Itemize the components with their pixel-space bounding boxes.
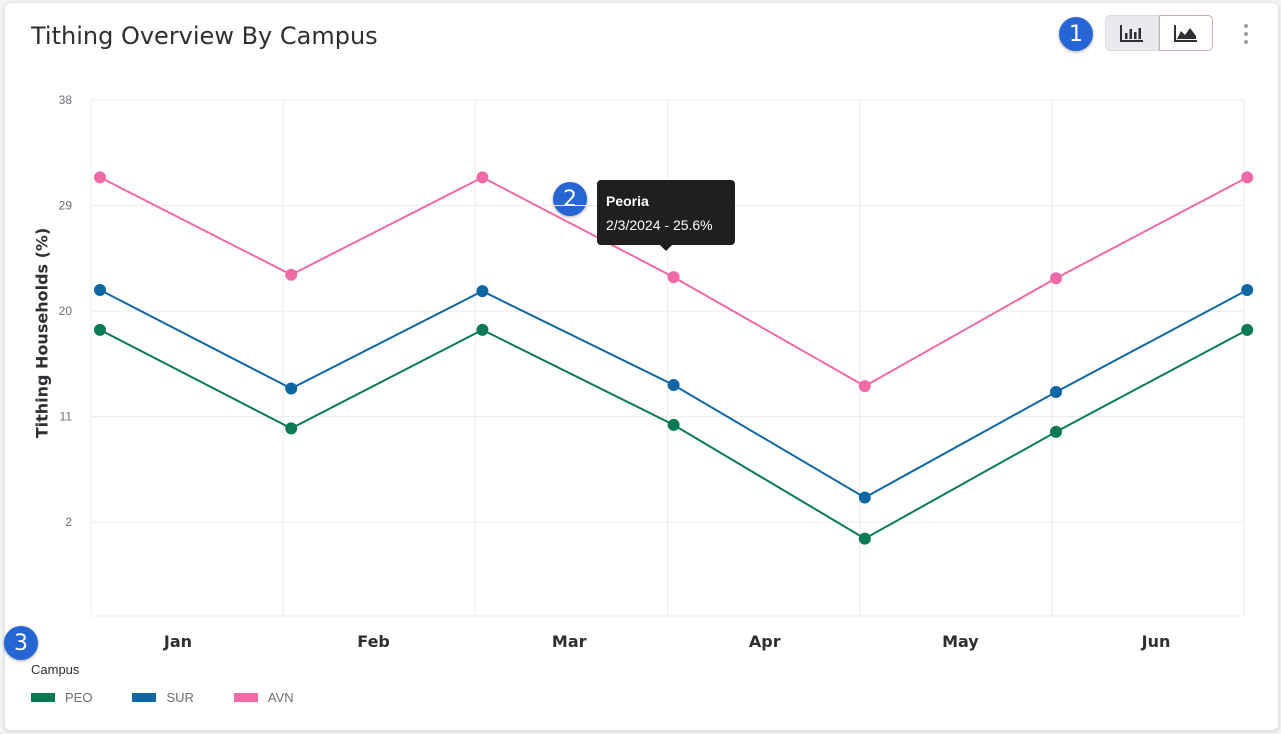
x-tick-label: Feb — [357, 632, 390, 651]
data-point-avn — [476, 171, 489, 184]
data-point-sur — [476, 285, 489, 298]
data-point-avn — [667, 271, 680, 284]
x-tick-label: Jun — [1141, 632, 1171, 651]
y-tick-label: 20 — [59, 304, 73, 318]
page-title: Tithing Overview By Campus — [31, 22, 378, 50]
annotation-badge-3: 3 — [4, 626, 38, 660]
data-point-sur — [94, 283, 106, 296]
area-chart-button[interactable] — [1159, 15, 1213, 51]
legend-item-avn[interactable]: AVN — [233, 690, 294, 705]
data-point-peo — [285, 422, 298, 435]
legend-label: PEO — [65, 690, 93, 705]
x-tick-label: Mar — [552, 632, 587, 651]
legend-swatch — [233, 693, 258, 702]
data-point-peo — [94, 323, 106, 336]
data-point-avn — [1050, 272, 1062, 285]
data-point-peo — [667, 418, 680, 431]
data-point-avn — [1241, 171, 1254, 184]
x-tick-label: Jan — [163, 632, 192, 651]
y-tick-label: 2 — [65, 515, 72, 529]
bar-chart-button[interactable] — [1105, 15, 1159, 51]
y-tick-label: 11 — [60, 410, 73, 424]
series-line-peo — [99, 328, 1248, 540]
area-chart-icon — [1174, 25, 1197, 42]
tooltip-title: Peoria — [606, 193, 649, 209]
data-point-sur — [1050, 386, 1062, 399]
y-tick-label: 38 — [59, 93, 73, 107]
bar-chart-icon — [1120, 25, 1143, 42]
annotation-badge-1: 1 — [1059, 17, 1093, 51]
data-point-sur — [667, 378, 680, 391]
data-point-avn — [94, 171, 106, 184]
data-point-sur — [285, 382, 298, 395]
legend-title: Campus — [31, 662, 80, 677]
series-line-sur — [99, 289, 1248, 499]
chart-tooltip: Peoria 2/3/2024 - 25.6% — [597, 180, 735, 251]
legend-label: AVN — [267, 690, 294, 705]
data-point-peo — [858, 532, 871, 545]
data-point-sur — [858, 491, 871, 504]
legend-label: SUR — [166, 690, 194, 705]
data-point-avn — [858, 380, 871, 393]
data-point-peo — [1050, 425, 1062, 438]
data-point-peo — [1241, 323, 1254, 336]
x-tick-label: May — [942, 632, 979, 651]
tooltip-value: 2/3/2024 - 25.6% — [606, 217, 713, 233]
legend-swatch — [132, 693, 157, 702]
y-tick-label: 29 — [59, 199, 73, 213]
data-point-peo — [476, 323, 489, 336]
legend-item-peo[interactable]: PEO — [31, 690, 92, 705]
more-vertical-icon[interactable] — [1238, 22, 1254, 46]
legend: PEO SUR AVN — [31, 690, 334, 705]
y-axis-label: Tithing Households (%) — [32, 227, 52, 439]
chart-card — [4, 2, 1279, 731]
chart-type-toggle — [1105, 15, 1215, 53]
x-tick-label: Apr — [749, 632, 781, 651]
legend-item-sur[interactable]: SUR — [132, 690, 194, 705]
data-point-sur — [1241, 283, 1254, 296]
legend-swatch — [31, 693, 55, 702]
data-point-avn — [285, 268, 298, 281]
